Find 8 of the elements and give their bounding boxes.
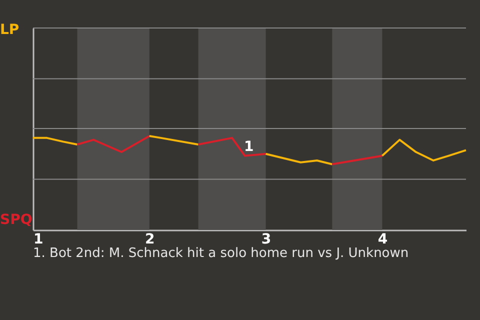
x-tick-label: 1 [34,232,44,248]
text: SPQ [0,212,32,228]
text: 1. Bot 2nd: M. Schnack hit a solo home run vs J. Unknown [33,246,409,261]
x-tick-label: 4 [378,232,388,248]
annotation: 1 [244,138,254,155]
x-tick-label: 2 [145,232,155,248]
text: LP [0,22,20,38]
x-tick-label: 3 [261,232,272,248]
